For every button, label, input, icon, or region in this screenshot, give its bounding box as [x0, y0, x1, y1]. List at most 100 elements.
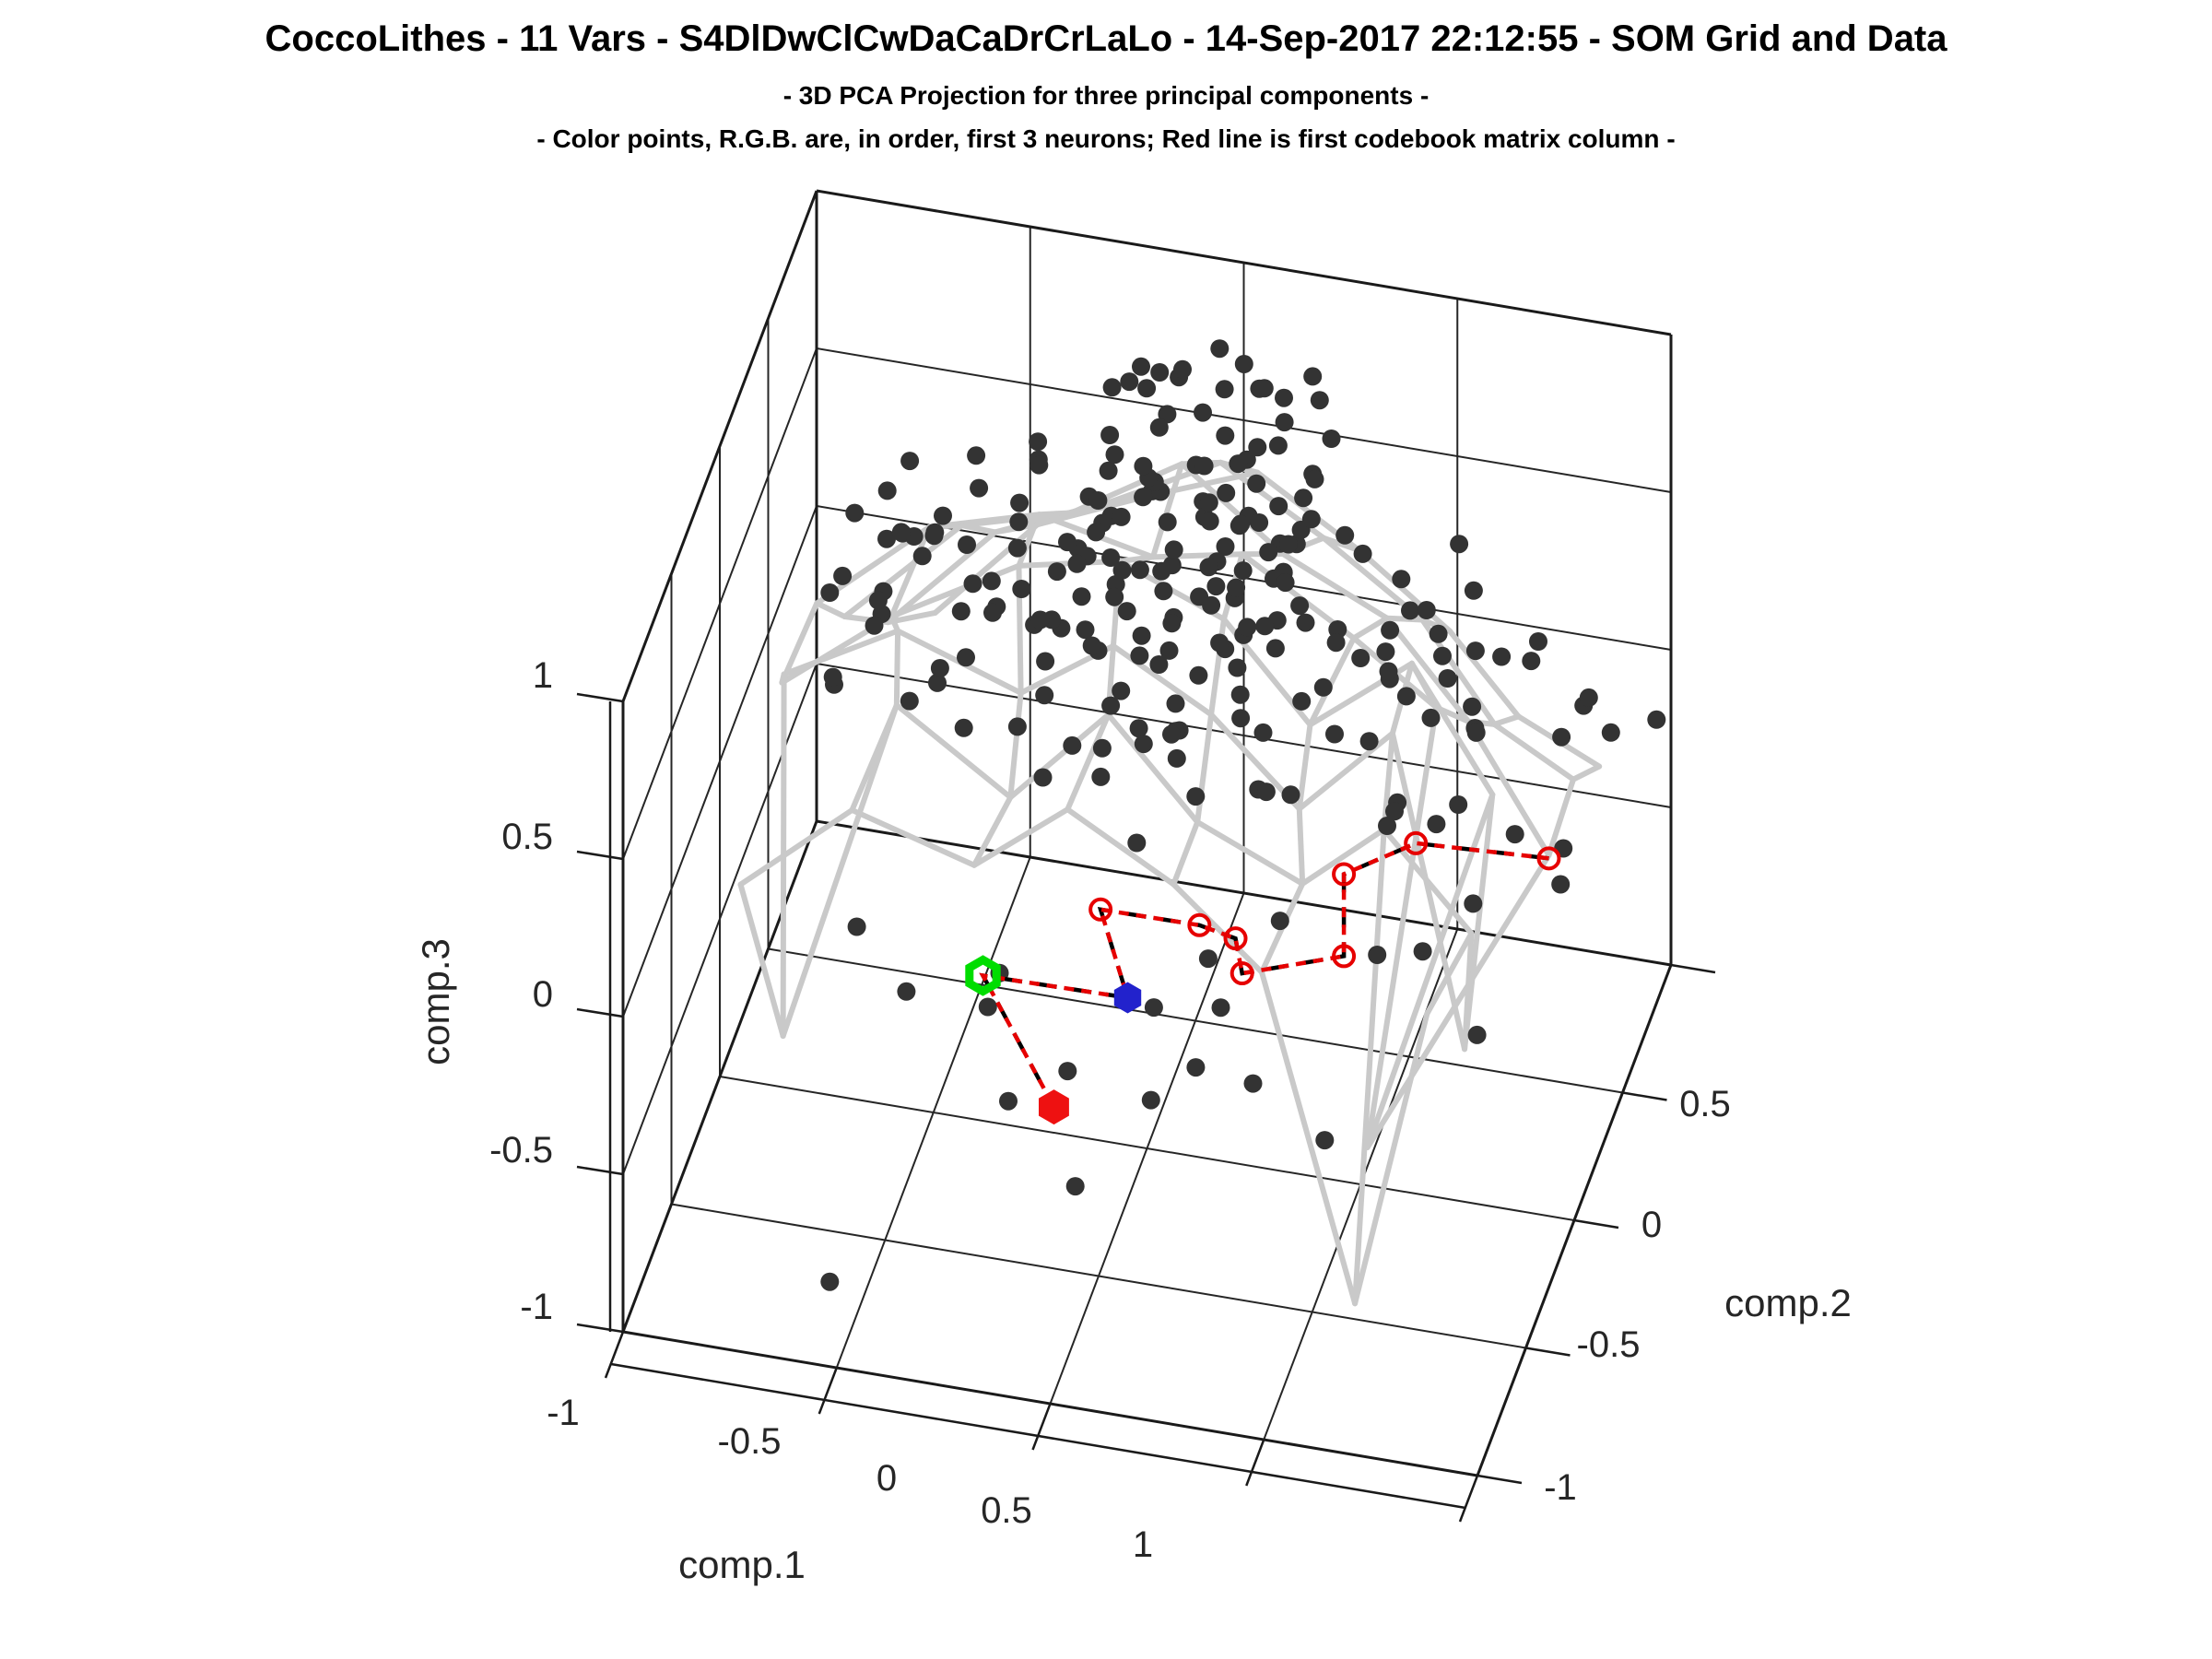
data-point — [1579, 688, 1598, 707]
data-point — [1199, 493, 1218, 512]
data-point — [1130, 560, 1149, 580]
data-point — [925, 523, 945, 542]
data-point — [1417, 601, 1436, 619]
data-point — [1206, 577, 1226, 596]
data-point — [1466, 723, 1486, 742]
neuron-markers — [965, 830, 1561, 1125]
data-point — [1276, 573, 1295, 593]
data-point — [845, 503, 865, 523]
data-point — [1091, 767, 1111, 786]
data-point — [1117, 602, 1136, 621]
data-point — [1186, 787, 1206, 806]
data-point — [1290, 596, 1310, 616]
data-point — [1134, 456, 1153, 476]
data-point — [1376, 642, 1395, 662]
data-point — [1088, 491, 1108, 510]
tick-label: -0.5 — [718, 1421, 782, 1462]
data-point — [868, 591, 888, 610]
data-point — [1647, 710, 1666, 729]
data-point — [1467, 1025, 1487, 1044]
data-point — [1505, 825, 1524, 844]
data-point — [1396, 687, 1416, 706]
data-point — [1392, 570, 1411, 589]
data-point — [970, 478, 989, 498]
codebook-node-marker — [1332, 862, 1357, 887]
data-point — [1292, 691, 1312, 711]
data-point — [1385, 802, 1404, 821]
data-point — [954, 718, 973, 737]
data-point — [1063, 735, 1082, 755]
data-point — [1278, 535, 1298, 554]
data-point — [1294, 488, 1313, 508]
z-axis-label: comp.3 — [414, 938, 457, 1065]
codebook-node-marker — [1088, 897, 1113, 922]
data-point — [1112, 681, 1131, 700]
data-point — [999, 1091, 1018, 1111]
data-point — [1030, 610, 1050, 629]
data-point — [1033, 768, 1053, 787]
data-point — [877, 529, 896, 548]
data-point — [1353, 544, 1372, 563]
data-point — [978, 997, 997, 1017]
data-point — [1427, 815, 1446, 834]
tick-label: 0 — [877, 1458, 897, 1499]
data-point — [1351, 649, 1371, 667]
data-point — [1230, 685, 1250, 704]
data-point — [1231, 514, 1251, 534]
data-point — [820, 1272, 840, 1291]
data-point — [1058, 533, 1077, 552]
data-point — [1253, 723, 1273, 742]
data-point — [1335, 525, 1355, 545]
data-point — [1101, 696, 1121, 715]
data-point — [1256, 782, 1276, 802]
data-point — [1120, 372, 1139, 392]
data-point — [1217, 483, 1236, 502]
data-point — [1152, 561, 1171, 581]
data-point — [823, 667, 842, 687]
data-point — [1030, 455, 1049, 475]
tick-label: 1 — [1133, 1524, 1153, 1565]
data-point — [1162, 614, 1182, 633]
data-point — [1092, 738, 1112, 758]
data-point — [1134, 488, 1153, 507]
figure-subtitle-2: - Color points, R.G.B. are, in order, fi… — [536, 124, 1676, 153]
axes-ticks — [576, 692, 1716, 1523]
data-point — [1036, 652, 1055, 671]
data-point — [865, 616, 884, 635]
figure-subtitle-1: - 3D PCA Projection for three principal … — [782, 81, 1430, 110]
data-point — [1463, 697, 1482, 716]
data-point — [1254, 379, 1274, 398]
data-point — [1210, 339, 1230, 359]
data-point — [1144, 998, 1163, 1018]
codebook-node-marker — [1223, 926, 1248, 951]
data-point — [1159, 641, 1179, 660]
x-axis-label: comp.1 — [678, 1543, 806, 1586]
data-point — [1065, 1177, 1085, 1196]
data-point — [1229, 454, 1248, 474]
data-point — [934, 506, 952, 525]
data-point — [1162, 724, 1181, 744]
codebook-line — [979, 841, 1549, 1109]
codebook-node-marker — [1187, 912, 1212, 937]
data-point — [1067, 554, 1087, 573]
data-point — [1378, 817, 1396, 835]
data-point — [1009, 512, 1029, 532]
data-point — [1189, 665, 1208, 685]
data-point — [1270, 912, 1289, 931]
data-point — [1255, 617, 1275, 636]
data-point — [958, 535, 976, 554]
data-point — [1154, 582, 1173, 601]
tick-label: 0.5 — [981, 1490, 1032, 1531]
data-point — [1164, 540, 1183, 559]
data-point — [1413, 942, 1432, 961]
neuron-2-marker — [965, 955, 1001, 996]
data-point — [847, 917, 866, 936]
data-point — [1233, 561, 1253, 581]
data-point — [1149, 655, 1169, 674]
data-point — [1211, 998, 1230, 1018]
data-point — [951, 602, 971, 621]
data-point — [1269, 497, 1288, 516]
data-point — [1326, 633, 1346, 653]
data-point — [1200, 512, 1219, 531]
